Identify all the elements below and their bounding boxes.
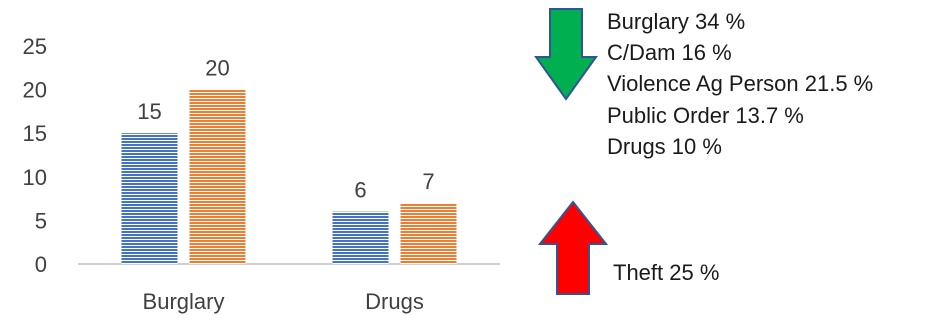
- bar-chart: 0 5 10 15 20 25 15 20 6 7 Burglary Drugs: [23, 34, 500, 314]
- y-tick-label: 5: [35, 208, 47, 233]
- down-arrow-shape: [534, 8, 598, 101]
- increase-item-theft: Theft 25 %: [613, 260, 720, 285]
- bar: [121, 133, 178, 264]
- arrow-up-icon: [538, 200, 608, 295]
- decrease-item-criminal-damage: C/Dam 16 %: [607, 40, 732, 66]
- up-arrow-shape: [538, 200, 608, 295]
- decrease-list: Burglary 34 % C/Dam 16 % Violence Ag Per…: [607, 6, 873, 162]
- y-tick-label: 15: [23, 121, 47, 146]
- y-tick-label: 20: [23, 78, 47, 103]
- decrease-item-drugs: Drugs 10 %: [607, 133, 722, 159]
- bar-value-label: 15: [137, 99, 161, 124]
- bar-value-label: 7: [422, 169, 434, 194]
- bar: [400, 202, 457, 264]
- bar: [189, 89, 246, 264]
- arrow-down-icon: [534, 8, 598, 101]
- x-axis-tick-labels: Burglary Drugs: [143, 289, 424, 314]
- decrease-item-public-order: Public Order 13.7 %: [607, 102, 804, 128]
- y-axis-tick-labels: 0 5 10 15 20 25: [23, 34, 47, 277]
- y-tick-label: 0: [35, 252, 47, 277]
- decrease-item-burglary: Burglary 34 %: [607, 9, 746, 34]
- y-tick-label: 10: [23, 165, 47, 190]
- x-category-label: Drugs: [365, 289, 424, 314]
- x-category-label: Burglary: [143, 289, 225, 314]
- data-labels: 15 20 6 7: [137, 56, 434, 203]
- bar-value-label: 6: [354, 178, 366, 203]
- bars: [121, 89, 457, 264]
- decrease-item-violence: Violence Ag Person 21.5 %: [607, 71, 874, 97]
- y-tick-label: 25: [23, 34, 47, 59]
- bar-value-label: 20: [205, 56, 229, 81]
- bar: [332, 211, 389, 264]
